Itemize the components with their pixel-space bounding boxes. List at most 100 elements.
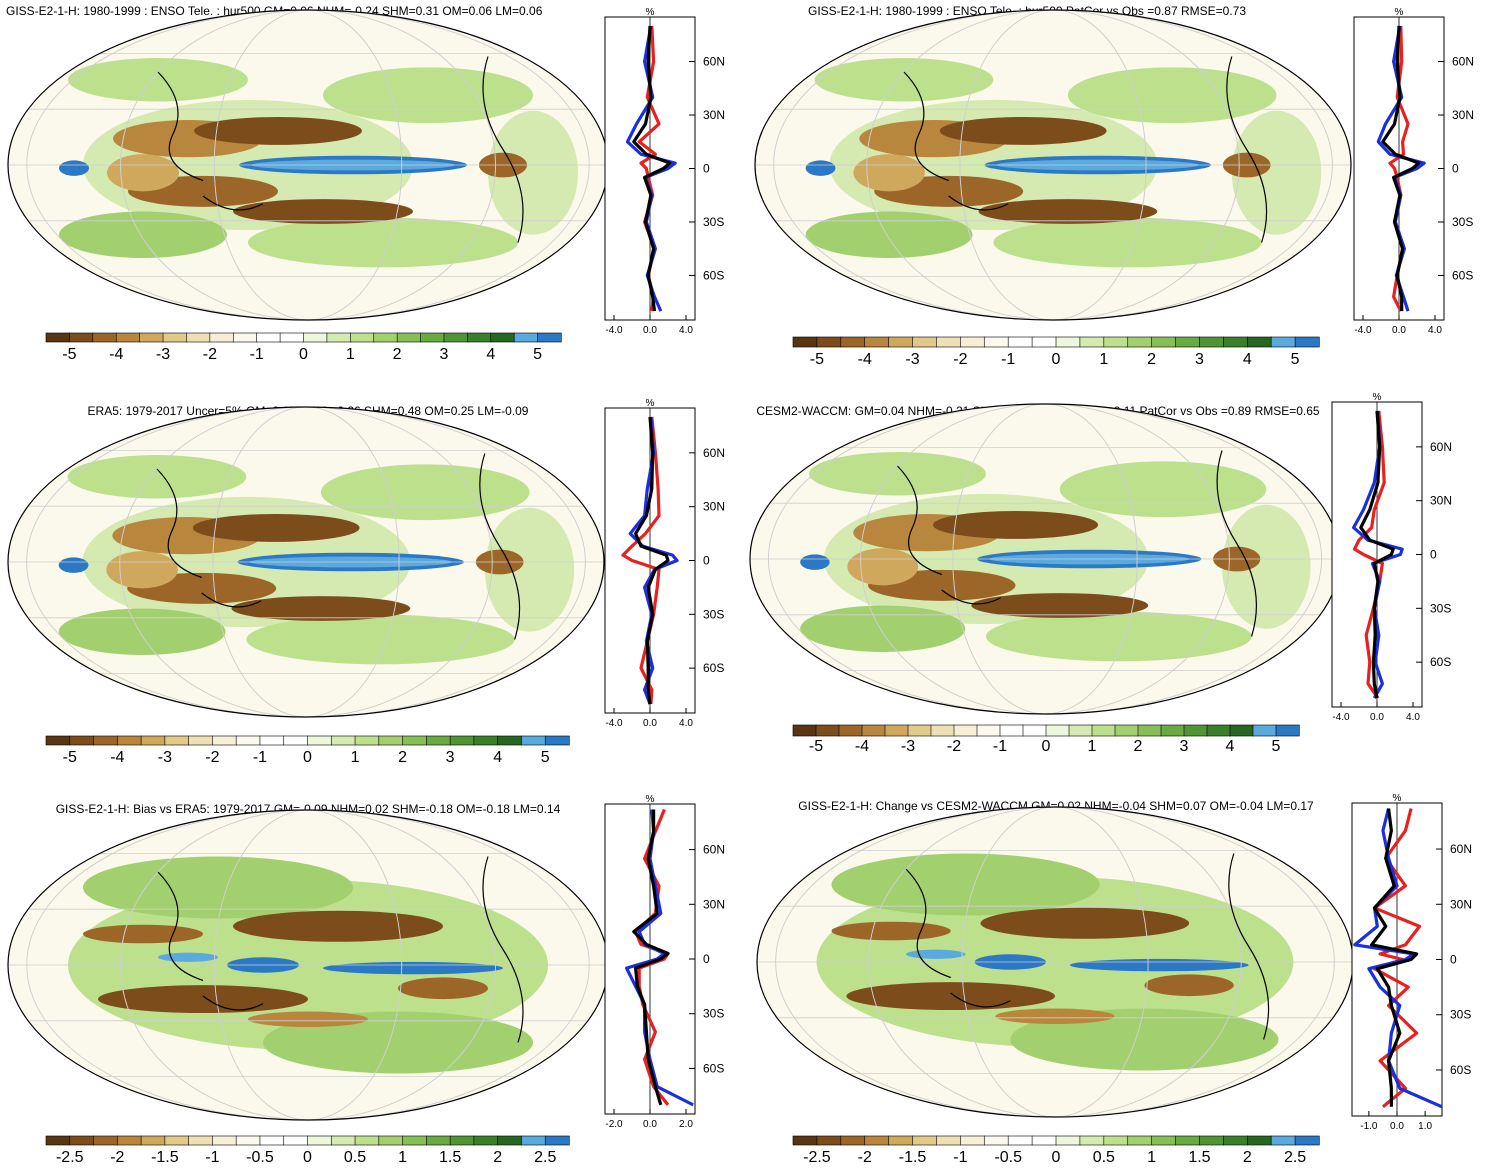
profile-x-label: 0.0 bbox=[1390, 1121, 1404, 1132]
graticule-meridian bbox=[860, 404, 1230, 714]
colorbar-tick-label: -1 bbox=[205, 1149, 219, 1166]
map-field bbox=[8, 10, 608, 320]
field-patch bbox=[98, 985, 308, 1014]
colorbar-cell bbox=[209, 332, 234, 343]
colorbar-cell bbox=[449, 1135, 475, 1146]
map-field bbox=[757, 807, 1353, 1117]
colorbar-tick-label: -1 bbox=[953, 1149, 967, 1166]
colorbar-cell bbox=[188, 735, 214, 746]
colorbar-tick-label: -2 bbox=[947, 738, 961, 755]
zonal-profile: % 60N 30N 0 30S 60S -1.0 0.0 1.0 bbox=[1351, 793, 1472, 1132]
field-patch bbox=[846, 982, 1055, 1011]
colorbar-cell bbox=[378, 1135, 404, 1146]
colorbar-cell bbox=[864, 336, 890, 348]
colorbar-cell bbox=[92, 332, 117, 343]
profile-x-label: -4.0 bbox=[605, 325, 623, 336]
graticule-meridian bbox=[26, 810, 590, 1120]
graticule-meridian bbox=[26, 407, 586, 717]
colorbar-cell bbox=[1151, 336, 1177, 348]
profile-series-obs bbox=[633, 416, 670, 705]
panel-p2: GISS-E2-1-H: 1980-1999 : ENSO Tele. : hu… bbox=[754, 4, 1474, 368]
colorbar-tick-label: 1 bbox=[351, 749, 360, 766]
colorbar-cell bbox=[69, 1135, 95, 1146]
graticule-meridian bbox=[213, 10, 403, 320]
profile-series-obs bbox=[1359, 410, 1395, 699]
colorbar-cell bbox=[426, 735, 451, 746]
profile-series-obs bbox=[632, 809, 670, 1106]
colorbar-cell bbox=[999, 724, 1024, 737]
colorbar-cell bbox=[1223, 336, 1248, 348]
colorbar-tick-label: 1 bbox=[1099, 351, 1108, 368]
profile-series-model bbox=[621, 416, 661, 705]
profile-lat-label: 30N bbox=[703, 500, 725, 514]
colorbar-cell bbox=[186, 332, 211, 343]
colorbar-cell bbox=[1127, 1135, 1153, 1146]
colorbar-tick-label: -2 bbox=[203, 346, 217, 363]
colorbar-cell bbox=[259, 735, 285, 746]
graticule-meridian bbox=[768, 404, 1322, 714]
colorbar-tick-label: 2.5 bbox=[534, 1149, 556, 1166]
profile-lat-label: 60S bbox=[703, 268, 724, 282]
colorbar-tick-label: -5 bbox=[62, 346, 76, 363]
map-field bbox=[750, 404, 1340, 714]
colorbar-cell bbox=[93, 735, 118, 746]
panel-title: GISS-E2-1-H: Change vs CESM2-WACCM GM=0.… bbox=[798, 799, 1314, 813]
profile-unit: % bbox=[1373, 392, 1382, 403]
colorbar-tick-label: -3 bbox=[901, 738, 915, 755]
colorbar-tick-label: 3 bbox=[440, 346, 449, 363]
colorbar-cell bbox=[544, 735, 570, 746]
profile-x-label: 0.0 bbox=[643, 1119, 657, 1130]
colorbar-cell bbox=[1007, 1135, 1033, 1146]
field-patch bbox=[83, 856, 353, 919]
colorbar-tick-label: -2 bbox=[858, 1149, 872, 1166]
colorbar-cell bbox=[1114, 724, 1139, 737]
colorbar-tick-label: 2 bbox=[393, 346, 402, 363]
colorbar-cell bbox=[378, 735, 404, 746]
colorbar-cell bbox=[815, 724, 840, 737]
colorbar-tick-label: 4 bbox=[1243, 351, 1252, 368]
colorbar-cell bbox=[164, 1135, 190, 1146]
colorbar-cell bbox=[1160, 724, 1185, 737]
profile-lat-label: 30N bbox=[1430, 494, 1452, 508]
colorbar-cell bbox=[69, 735, 95, 746]
graticule-meridian bbox=[961, 807, 1149, 1117]
colorbar-tick-label: -0.5 bbox=[994, 1149, 1022, 1166]
colorbar-tick-label: 2 bbox=[493, 1149, 502, 1166]
colorbar-cell bbox=[232, 332, 258, 343]
colorbar-tick-label: 2 bbox=[1134, 738, 1143, 755]
colorbar-tick-label: -2 bbox=[205, 749, 219, 766]
field-patch bbox=[68, 58, 248, 102]
field-patch bbox=[906, 949, 966, 959]
field-patch bbox=[231, 596, 411, 621]
colorbar-cell bbox=[1055, 336, 1081, 348]
colorbar-cell bbox=[473, 1135, 499, 1146]
colorbar-cell bbox=[449, 735, 475, 746]
colorbar-tick-label: 2.5 bbox=[1284, 1149, 1306, 1166]
colorbar-tick-label: 3 bbox=[1195, 351, 1204, 368]
profile-lat-label: 60N bbox=[1452, 55, 1474, 69]
profile-x-label: 0.0 bbox=[1392, 325, 1406, 336]
colorbar-tick-label: 5 bbox=[541, 749, 550, 766]
profile-x-label: 4.0 bbox=[1406, 712, 1420, 723]
map-border bbox=[7, 406, 605, 718]
profile-x-label: -2.0 bbox=[605, 1119, 623, 1130]
profile-lat-label: 60N bbox=[703, 55, 725, 69]
colorbar-cell bbox=[259, 1135, 285, 1146]
coastline bbox=[157, 56, 524, 243]
profile-series-model bbox=[1352, 410, 1386, 699]
profile-lat-label: 30S bbox=[703, 607, 724, 621]
field-patch bbox=[800, 554, 830, 570]
graticule-meridian bbox=[866, 10, 1240, 320]
field-patch bbox=[59, 211, 227, 258]
panel-p6: GISS-E2-1-H: Change vs CESM2-WACCM GM=0.… bbox=[756, 793, 1472, 1166]
colorbar-cell bbox=[1031, 1135, 1057, 1146]
colorbar-cell bbox=[537, 332, 562, 343]
profile-lat-label: 30N bbox=[703, 897, 725, 911]
colorbar-tick-label: -3 bbox=[905, 351, 919, 368]
colorbar: -2.5 -2 -1.5 -1 -0.5 0 0.5 1 1.5 2 2.5 bbox=[792, 1135, 1320, 1166]
colorbar-cell bbox=[907, 724, 932, 737]
profile-x-label: 1.0 bbox=[1418, 1121, 1432, 1132]
profile-x-label: 2.0 bbox=[679, 1119, 693, 1130]
colorbar-cell bbox=[164, 735, 190, 746]
